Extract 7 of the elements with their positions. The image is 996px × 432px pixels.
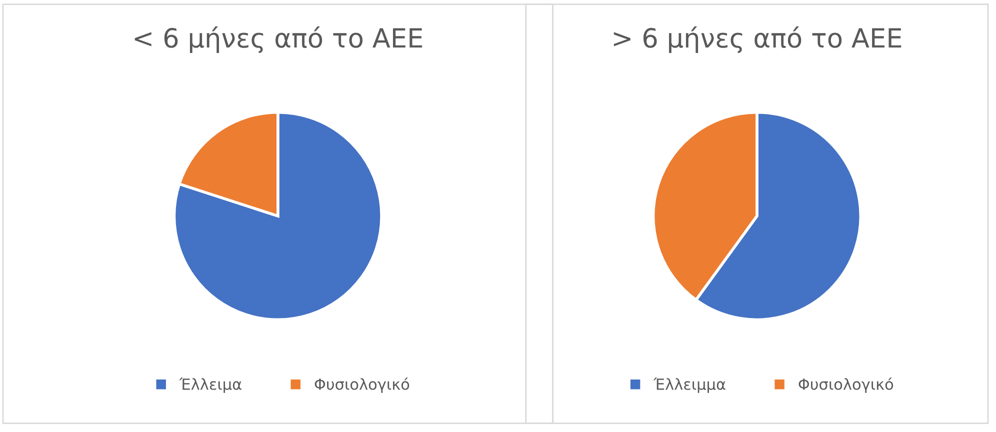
legend-label: Φυσιολογικό <box>314 377 410 393</box>
legend-label: Φυσιολογικό <box>798 377 894 393</box>
chart-title: < 6 μήνες από το ΑΕΕ <box>134 26 422 54</box>
chart-title: > 6 μήνες από το ΑΕΕ <box>614 26 902 54</box>
pie-slice <box>172 110 383 322</box>
legend-label: Έλλειμμα <box>653 377 726 393</box>
legend-label: Έλλειμα <box>179 377 242 393</box>
